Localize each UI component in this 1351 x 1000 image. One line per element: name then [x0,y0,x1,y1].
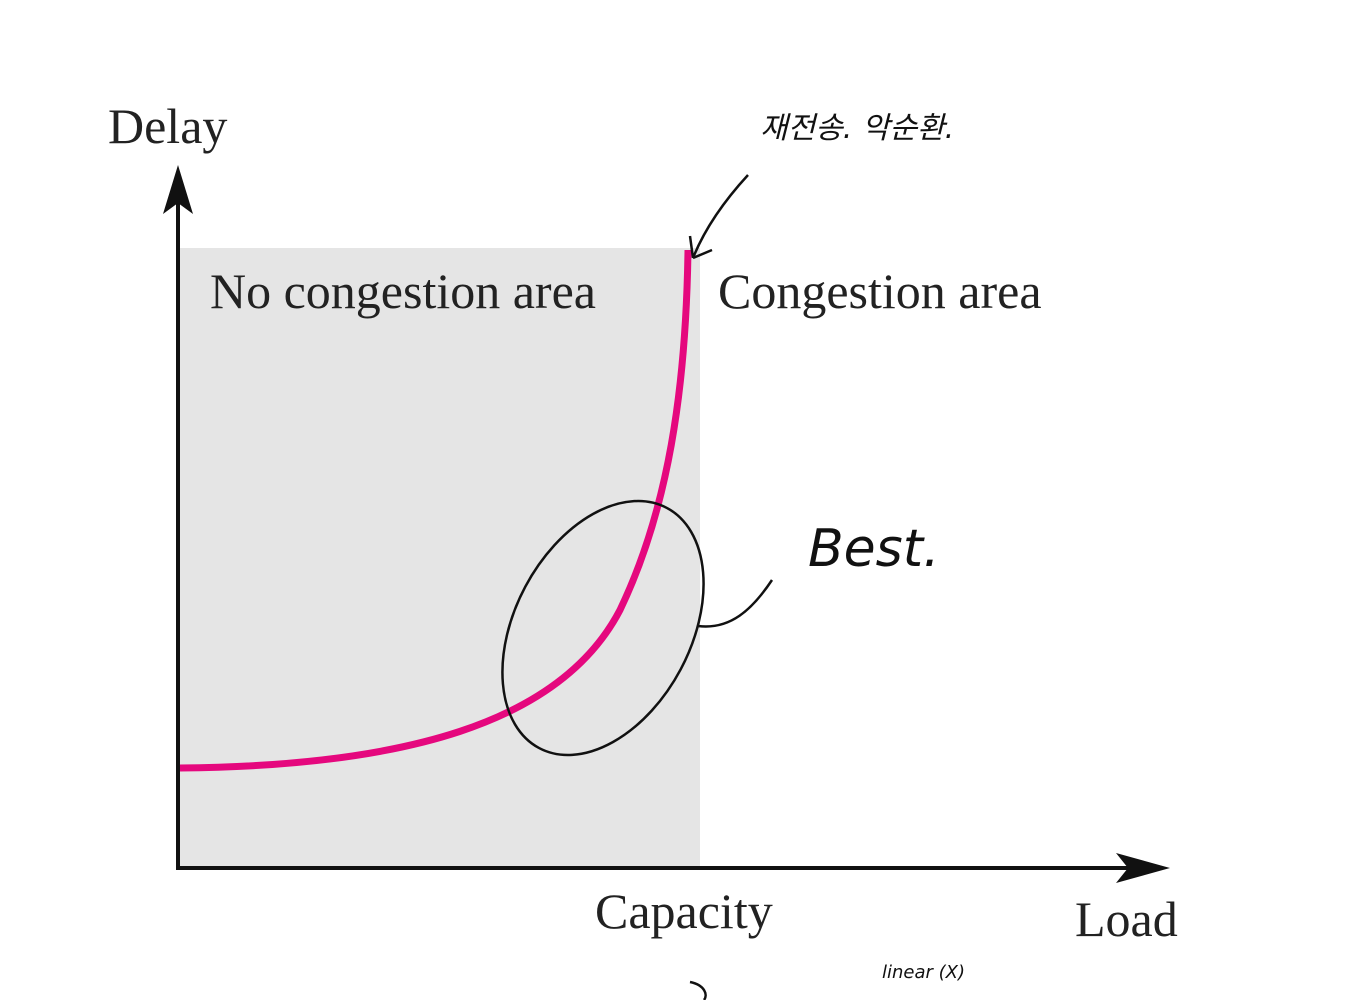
linear-note: linear (X) [882,962,965,983]
right-area-label: Congestion area [718,263,1042,319]
retransmission-note: 재전송. 악순환. [760,111,954,146]
delay-curve [179,249,692,772]
x-axis-label: Load [1075,891,1178,947]
annotation-arrow [688,174,749,260]
no-congestion-region [180,248,700,868]
y-axis-arrow [163,165,193,214]
capacity-label: Capacity [595,883,773,939]
best-circle [501,499,705,757]
x-axis-arrow [1116,853,1170,883]
best-note: Best. [808,519,940,579]
left-area-label: No congestion area [210,263,596,319]
best-leader [697,579,774,628]
pen-stroke [689,980,707,1000]
y-axis-label: Delay [108,98,227,154]
